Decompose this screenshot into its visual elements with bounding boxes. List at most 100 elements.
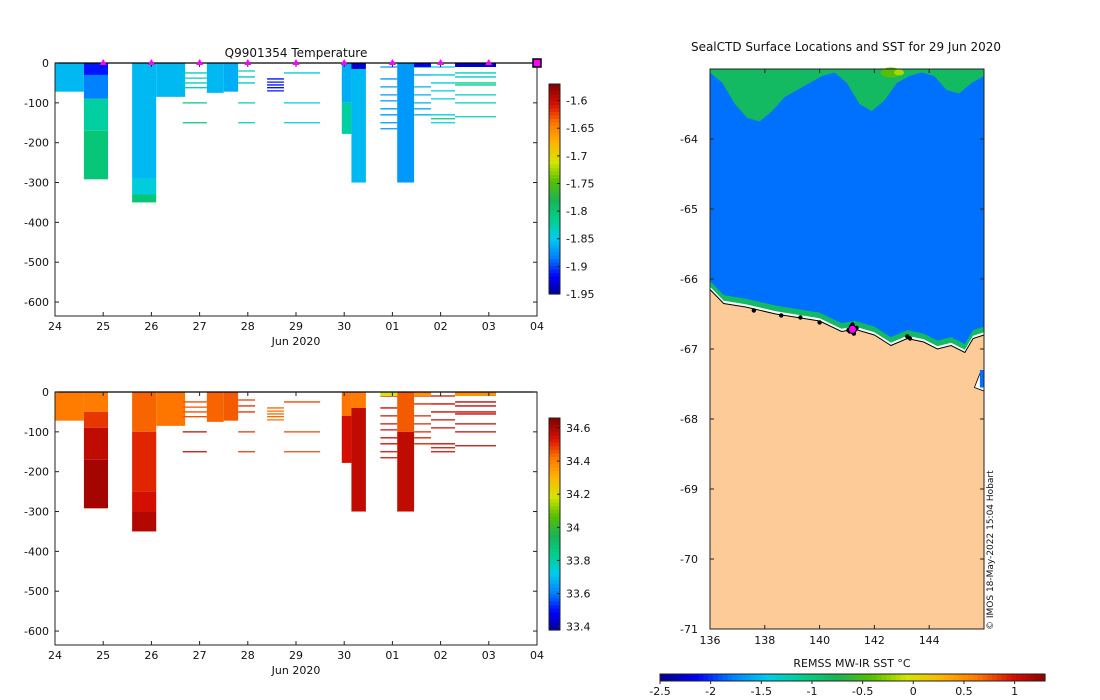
warm-sst-patch [880,67,901,78]
profile-1-segment-0 [83,392,109,412]
colorbar-cell [919,674,926,681]
profile-4-segment-0 [206,392,224,422]
colorbar-cell [549,463,560,469]
profile-2-segment-0 [132,63,157,179]
colorbar-cell [809,674,815,681]
colorbar-cell [958,674,964,681]
colorbar-cell [549,449,560,454]
colorbar-cell [708,674,714,681]
colorbar-cell [549,577,560,582]
colorbar-cell [549,555,560,560]
map-title: SealCTD Surface Locations and SST for 29… [691,40,1001,54]
ctd-profile-position-8 [817,320,822,325]
colorbar-cell [549,418,560,423]
colorbar-cell [549,619,560,624]
colorbar-cell [549,495,560,500]
colorbar-cell [1040,674,1046,681]
colorbar-cell [549,545,560,550]
latest-profile-marker [532,58,542,68]
colorbar-cell [549,108,560,113]
surface-strip-0 [380,392,398,396]
map-lat-label: -71 [680,623,698,636]
colorbar-cell [549,273,560,278]
colorbar-cell [549,481,560,486]
colorbar-cell [905,674,911,681]
profile-3-segment-0 [156,63,186,97]
colorbar-cell [674,674,680,681]
colorbar-cell [679,674,685,681]
colorbar-cell [953,674,959,681]
colorbar-cell [549,552,560,557]
profile-7-segment-0 [351,63,366,69]
coastal-nodata-strip [710,286,984,353]
colorbar-cell [549,199,560,204]
colorbar-cell [669,674,676,681]
colorbar-cell [727,674,733,681]
colorbar-cell [549,213,560,218]
colorbar-cell [549,143,560,148]
profile-7-segment-1 [351,407,366,512]
colorbar-cell [982,674,988,681]
colorbar-tick-label: -1.6 [566,95,587,108]
colorbar-cell [765,674,772,681]
colorbar-cell [549,119,560,124]
colorbar-cell [549,502,560,507]
colorbar-cell [549,112,560,117]
colorbar-cell [549,439,560,444]
colorbar-cell [915,674,921,681]
colorbar-tick-label: 34.4 [566,455,591,468]
colorbar-tick-label: -1.9 [566,260,587,273]
x-tick-label: 24 [48,649,62,662]
colorbar-cell [992,674,998,681]
sst-colorbar-label: REMSS MW-IR SST °C [793,657,911,670]
colorbar-cell [549,615,560,620]
colorbar-cell [549,241,560,246]
colorbar-cell [775,674,781,681]
colorbar-tick-label: 0 [910,685,917,698]
profile-2-segment-3 [132,511,157,532]
colorbar-cell [549,591,560,596]
colorbar-cell [1016,674,1022,681]
colorbar-cell [823,674,830,681]
colorbar-cell [549,203,560,208]
ctd-profile-position-10 [907,336,913,341]
y-tick-label: -400 [24,545,49,558]
colorbar-cell [939,674,945,681]
x-tick-label: 03 [482,320,496,333]
surface-marker-6 [388,59,396,65]
x-tick-label: 24 [48,320,62,333]
colorbar-cell [1020,674,1027,681]
colorbar-cell [549,227,560,232]
map-lon-label: 136 [700,634,721,647]
colorbar-cell [741,674,748,681]
colorbar-cell [549,126,560,131]
x-tick-label: 02 [434,649,448,662]
colorbar-cell [924,674,931,681]
colorbar-cell [1025,674,1032,681]
colorbar-tick-label: -1 [806,685,817,698]
colorbar-cell [549,122,560,127]
colorbar-cell [871,674,878,681]
colorbar-cell [910,674,916,681]
profile-0-segment-0 [55,63,84,92]
colorbar-cell [789,674,796,681]
colorbar-cell [549,255,560,260]
colorbar-cell [549,192,560,197]
x-tick-label: 01 [385,649,399,662]
map-lon-label: 142 [864,634,885,647]
colorbar-cell [549,485,560,490]
profile-2-segment-2 [132,194,157,203]
profile-0-segment-0 [55,392,84,421]
profile-6-segment-0 [341,63,352,103]
colorbar-cell [732,674,738,681]
colorbar-cell [549,105,560,110]
y-tick-label: -600 [24,296,49,309]
colorbar-tick-label: 0.5 [955,685,973,698]
colorbar-cell [977,674,984,681]
profile-5-segment-0 [223,63,239,92]
surface-marker-3 [244,59,252,65]
colorbar-cell [987,674,993,681]
colorbar-cell [549,580,560,585]
colorbar-cell [549,534,560,539]
colorbar-cell [549,608,560,613]
